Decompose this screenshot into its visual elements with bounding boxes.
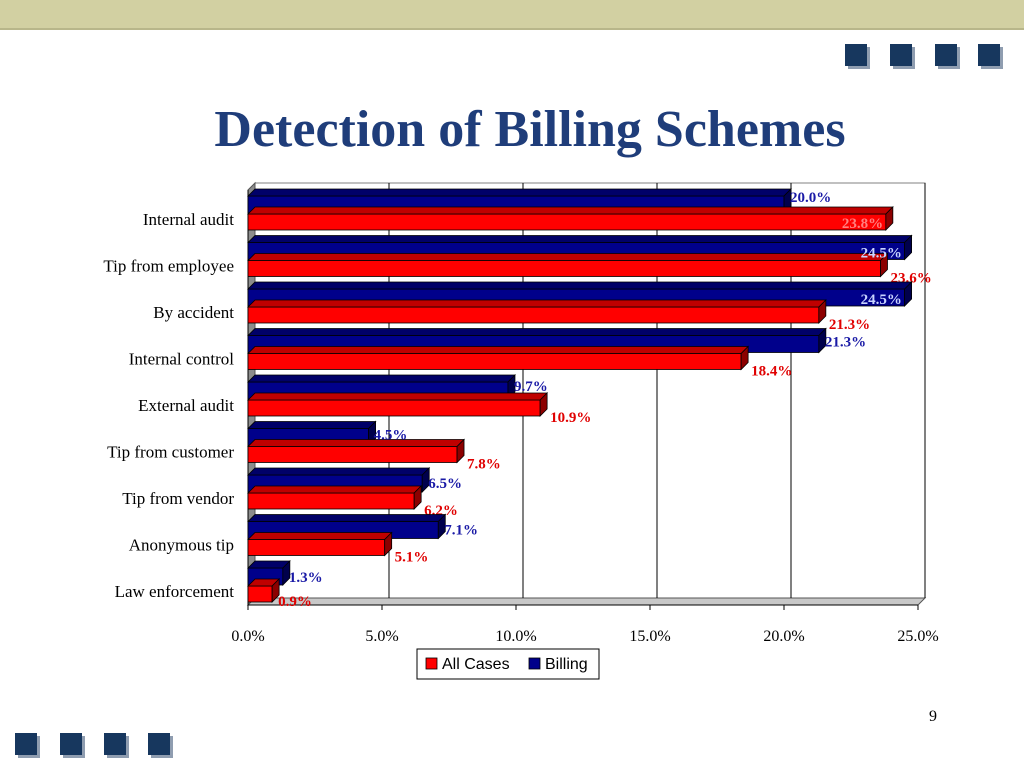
data-label-all-cases: 10.9% [550,410,591,426]
category-label: Anonymous tip [129,536,234,555]
legend-label-billing: Billing [545,656,588,673]
legend-label-all-cases: All Cases [442,656,510,673]
x-tick-label: 0.0% [231,628,264,645]
bar-all-cases [247,531,393,557]
data-label-billing: 6.5% [428,476,462,492]
bar-chart: 0.0% 5.0% 10.0% 15.0% 20.0% 25.0% Internal aud… [103,181,939,680]
data-label-billing: 7.1% [444,523,478,539]
data-label-billing: 20.0% [790,190,831,206]
decor-square [978,44,1000,66]
data-label-billing: 1.3% [289,570,323,586]
category-label: Tip from customer [107,443,234,462]
bar-all-cases [247,392,549,417]
legend-swatch-all-cases [425,657,438,670]
data-label-billing: 9.7% [514,379,548,395]
data-label-billing: 24.5% [861,292,902,308]
data-label-billing: 4.5% [374,428,408,444]
category-label: External audit [138,396,234,415]
data-label-all-cases: 0.9% [278,594,312,610]
top-band [0,0,1024,28]
bar-all-cases [247,578,281,603]
x-tick-label: 20.0% [763,628,804,645]
legend-swatch-billing [528,657,541,670]
data-label-billing: 21.3% [825,335,866,351]
decor-square [148,733,170,755]
x-tick-label: 15.0% [629,628,670,645]
decor-square [845,44,867,66]
x-tick-label: 25.0% [897,628,938,645]
decor-square [935,44,957,66]
category-label: Internal control [129,350,235,369]
data-label-all-cases: 5.1% [395,550,429,566]
category-label: Tip from vendor [122,489,234,508]
x-tick-label: 10.0% [495,628,536,645]
bar-all-cases [247,299,827,324]
page-title: Detection of Billing Schemes [214,101,846,158]
data-label-all-cases: 21.3% [829,317,870,333]
bar-all-cases [247,345,750,371]
top-band-line [0,28,1024,30]
bar-all-cases [247,485,423,510]
decor-square [104,733,126,755]
decor-square [60,733,82,755]
legend: All Cases Billing [416,648,600,680]
data-label-all-cases: 23.8% [842,216,883,232]
category-label: By accident [153,303,234,322]
decor-square [890,44,912,66]
x-tick-label: 5.0% [365,628,398,645]
bar-all-cases [247,206,894,231]
bar-all-cases [247,438,466,464]
decor-square [15,733,37,755]
data-label-all-cases: 7.8% [467,457,501,473]
page-number: 9 [929,708,937,725]
category-label: Law enforcement [115,582,235,601]
category-label: Internal audit [143,210,234,229]
category-label: Tip from employee [103,257,234,276]
bar-all-cases [247,252,889,278]
data-label-billing: 24.5% [861,246,902,262]
plot-floor [246,597,927,606]
data-label-all-cases: 18.4% [751,364,792,380]
